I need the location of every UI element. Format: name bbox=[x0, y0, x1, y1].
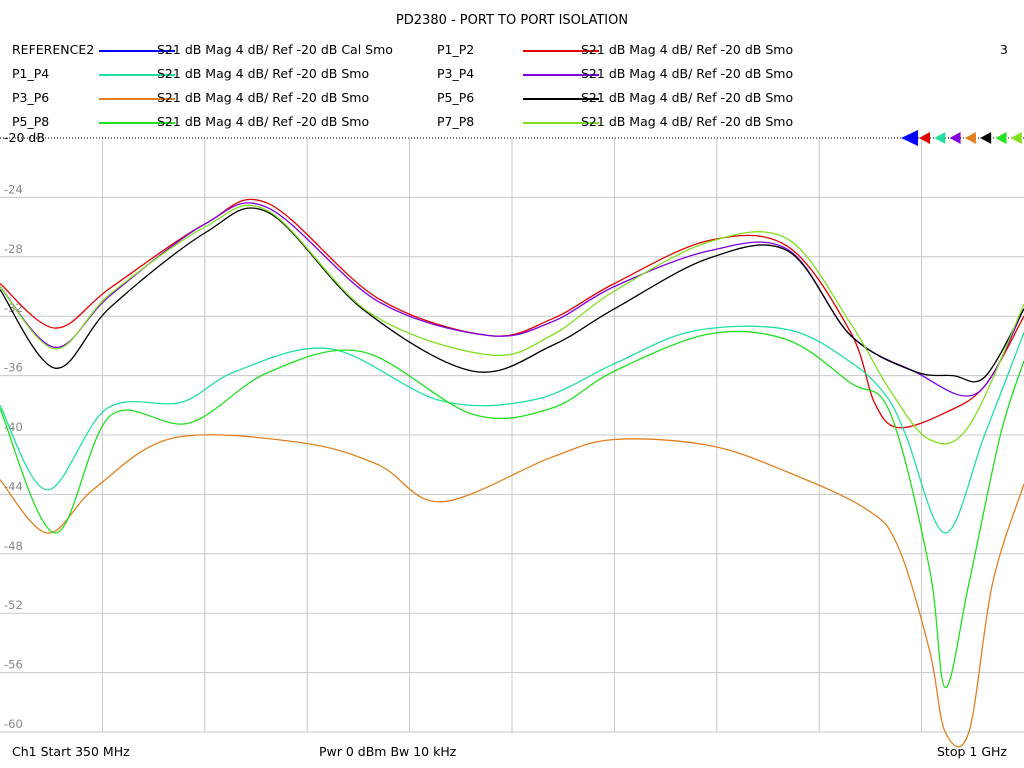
y-tick-labels: -20 dB-24-28-32-36-40-44-48-52-56-60 bbox=[4, 130, 45, 731]
legend-series-name: P7_P8 bbox=[437, 114, 475, 129]
y-tick-label: -48 bbox=[4, 539, 23, 553]
legend-series-description: S21 dB Mag 4 dB/ Ref -20 dB Smo bbox=[581, 66, 794, 81]
reference-marker bbox=[901, 130, 918, 146]
legend-series-description: S21 dB Mag 4 dB/ Ref -20 dB Smo bbox=[157, 66, 370, 81]
series-line-p3-p6 bbox=[0, 434, 1024, 748]
reference-marker bbox=[934, 132, 946, 144]
reference-label: -20 dB bbox=[4, 130, 45, 145]
legend-series-name: P3_P4 bbox=[437, 66, 475, 81]
reference-marker bbox=[964, 132, 976, 144]
legend-line-swatch bbox=[523, 122, 599, 124]
reference-marker bbox=[1010, 132, 1022, 144]
legend-series-description: S21 dB Mag 4 dB/ Ref -20 dB Smo bbox=[581, 90, 794, 105]
legend-series-name: P1_P4 bbox=[12, 66, 50, 81]
legend-line-swatch bbox=[523, 74, 599, 76]
legend-series-name: P1_P2 bbox=[437, 42, 475, 57]
y-tick-label: -44 bbox=[4, 479, 23, 493]
series-line-p1-p4 bbox=[0, 325, 1024, 534]
y-tick-label: -40 bbox=[4, 420, 23, 434]
reference-markers bbox=[901, 130, 1022, 146]
y-tick-label: -24 bbox=[4, 182, 23, 196]
legend-line-swatch bbox=[523, 50, 599, 52]
legend-series-description: S21 dB Mag 4 dB/ Ref -20 dB Smo bbox=[581, 42, 794, 57]
legend-series-description: S21 dB Mag 4 dB/ Ref -20 dB Smo bbox=[157, 90, 370, 105]
grid bbox=[0, 137, 1024, 733]
series-lines bbox=[0, 198, 1024, 748]
legend-line-swatch bbox=[99, 122, 175, 124]
y-tick-label: -36 bbox=[4, 361, 23, 375]
reference-marker bbox=[919, 132, 930, 144]
footer-stop-frequency: Stop 1 GHz bbox=[937, 744, 1007, 759]
legend-series-name: P5_P6 bbox=[437, 90, 475, 105]
legend-series-description: S21 dB Mag 4 dB/ Ref -20 dB Smo bbox=[581, 114, 794, 129]
legend-series-name: REFERENCE2 bbox=[12, 42, 95, 57]
legend-line-swatch bbox=[523, 98, 599, 100]
legend-line-swatch bbox=[99, 98, 175, 100]
y-tick-label: -56 bbox=[4, 658, 23, 672]
legend-series-name: P3_P6 bbox=[12, 90, 50, 105]
series-line-p7-p8 bbox=[0, 204, 1024, 445]
series-line-p5-p8 bbox=[0, 330, 1024, 689]
legend-series-description: S21 dB Mag 4 dB/ Ref -20 dB Smo bbox=[157, 114, 370, 129]
legend-series-name: P5_P8 bbox=[12, 114, 50, 129]
y-tick-label: -52 bbox=[4, 598, 23, 612]
footer-power-bandwidth: Pwr 0 dBm Bw 10 kHz bbox=[319, 744, 457, 759]
reference-marker bbox=[980, 132, 992, 144]
legend-series-description: S21 dB Mag 4 dB/ Ref -20 dB Cal Smo bbox=[157, 42, 393, 57]
y-tick-label: -60 bbox=[4, 717, 23, 731]
reference-marker bbox=[995, 132, 1007, 144]
y-tick-label: -28 bbox=[4, 242, 23, 256]
legend-line-swatch bbox=[99, 74, 175, 76]
reference-marker bbox=[949, 132, 961, 144]
series-line-p5-p6 bbox=[0, 207, 1024, 383]
channel-number: 3 bbox=[1000, 42, 1008, 57]
series-line-p1-p2 bbox=[0, 198, 1024, 429]
chart-title: PD2380 - PORT TO PORT ISOLATION bbox=[395, 13, 629, 28]
footer-start-frequency: Ch1 Start 350 MHz bbox=[12, 744, 130, 759]
legend-line-swatch bbox=[99, 50, 175, 52]
